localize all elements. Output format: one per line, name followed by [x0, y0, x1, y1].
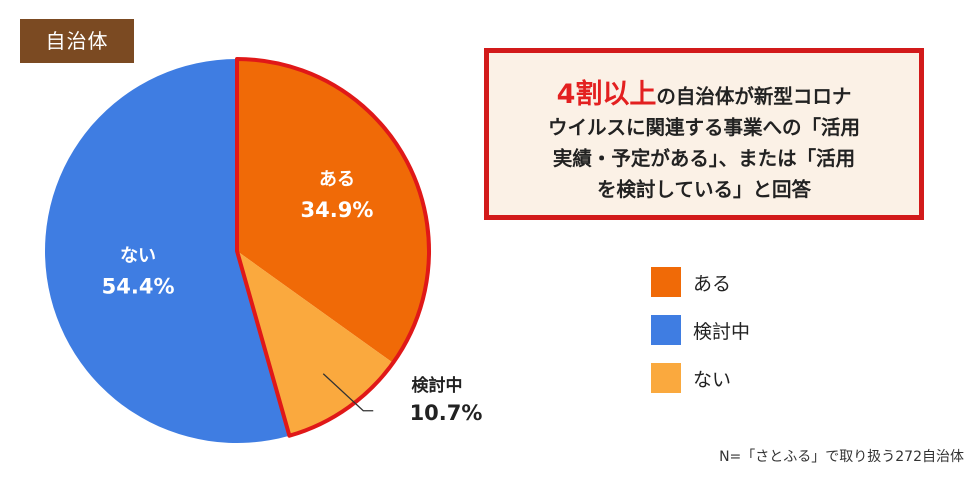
callout-label: 検討中 — [412, 375, 463, 396]
legend-label: 検討中 — [693, 320, 751, 343]
slice-value-label: 54.4% — [102, 274, 175, 298]
legend-item-nai: ない — [651, 362, 750, 394]
headline-line-3: 実績・予定がある」、または「活用 — [552, 147, 856, 170]
headline-line-2: ウイルスに関連する事業への「活用 — [547, 116, 860, 139]
headline-box: 4割以上の自治体が新型コロナ ウイルスに関連する事業への「活用 実績・予定がある… — [484, 48, 924, 220]
legend-label: ない — [693, 368, 732, 391]
headline-highlight: 4割以上 — [556, 79, 657, 110]
slice-label: ある — [319, 169, 355, 190]
legend-swatch — [651, 363, 681, 393]
headline-line-4: を検討している」と回答 — [597, 178, 811, 201]
callout-leader-line — [322, 373, 374, 412]
legend-item-aru: ある — [651, 266, 750, 298]
sample-size-note: N=「さとふる」で取り扱う272自治体 — [719, 449, 964, 465]
headline-text: 4割以上の自治体が新型コロナ ウイルスに関連する事業への「活用 実績・予定がある… — [489, 79, 919, 205]
pie-slice — [45, 59, 290, 443]
slice-value-label: 34.9% — [301, 198, 374, 222]
legend-swatch — [651, 315, 681, 345]
headline-line-1: の自治体が新型コロナ — [656, 85, 852, 108]
callout-value-label: 10.7% — [410, 401, 483, 425]
slice-label: ない — [120, 245, 156, 266]
legend: ある 検討中 ない — [651, 266, 750, 410]
pie-slice — [237, 251, 394, 436]
legend-swatch — [651, 267, 681, 297]
highlight-outline — [235, 57, 431, 438]
legend-label: ある — [693, 272, 732, 295]
pie-slice — [237, 59, 430, 363]
category-tag: 自治体 — [20, 19, 134, 63]
legend-item-kentouchu: 検討中 — [651, 314, 750, 346]
